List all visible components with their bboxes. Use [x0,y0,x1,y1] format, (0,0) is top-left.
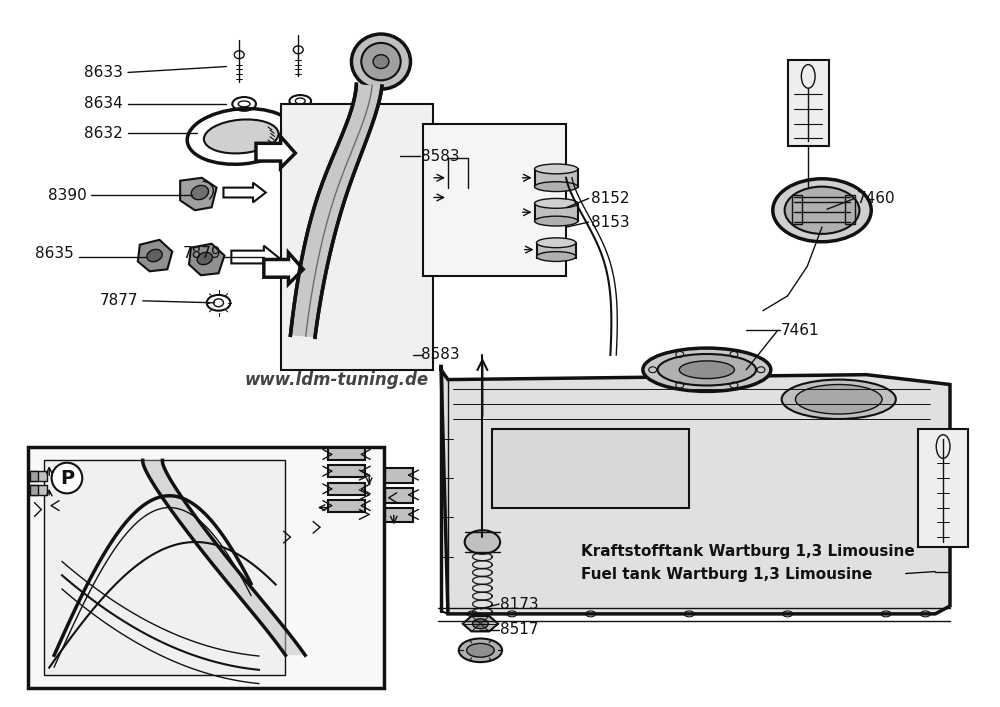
Text: 8390: 8390 [48,188,87,203]
Bar [845,194,855,224]
Ellipse shape [459,638,502,662]
Ellipse shape [537,238,576,247]
Ellipse shape [535,199,578,209]
Polygon shape [44,460,285,675]
Text: 7877: 7877 [99,293,138,308]
Ellipse shape [679,361,734,379]
Text: 8152: 8152 [591,191,629,206]
Text: Kraftstofftank Wartburg 1,3 Limousine: Kraftstofftank Wartburg 1,3 Limousine [581,544,915,559]
Polygon shape [290,84,382,337]
Text: 8632: 8632 [84,126,123,141]
Text: 7461: 7461 [781,323,819,338]
Ellipse shape [773,179,871,242]
Ellipse shape [658,354,756,385]
Bar [792,194,802,224]
Bar [364,488,413,503]
Bar [30,485,38,495]
Text: 8583: 8583 [421,347,460,363]
Polygon shape [290,84,382,337]
Ellipse shape [535,182,578,192]
Ellipse shape [535,164,578,174]
Polygon shape [441,365,950,614]
Bar [537,243,576,257]
Ellipse shape [147,250,162,262]
Ellipse shape [785,187,859,234]
Polygon shape [281,104,433,370]
Polygon shape [463,616,498,631]
Ellipse shape [465,530,500,554]
Ellipse shape [361,43,401,81]
Bar [918,429,968,547]
Polygon shape [256,136,295,168]
Ellipse shape [473,619,488,629]
Text: 7879: 7879 [183,246,222,261]
Bar [30,471,38,481]
Text: 8633: 8633 [84,65,123,80]
Ellipse shape [373,54,389,69]
Bar [328,448,365,460]
Ellipse shape [204,119,278,153]
Polygon shape [231,246,279,269]
Bar [30,471,47,481]
Text: 8173: 8173 [500,597,539,612]
Bar [28,447,384,688]
Text: 7460: 7460 [856,191,895,206]
Text: Fuel tank Wartburg 1,3 Limousine: Fuel tank Wartburg 1,3 Limousine [581,567,872,582]
Bar [328,465,365,477]
Ellipse shape [197,252,212,264]
Ellipse shape [191,185,208,199]
Text: P: P [60,469,74,488]
Bar [364,468,413,483]
Ellipse shape [535,216,578,226]
Text: 8517: 8517 [500,622,539,637]
Polygon shape [180,177,217,210]
Polygon shape [138,240,172,271]
Bar [30,485,47,495]
Text: 8634: 8634 [84,96,123,112]
Bar [788,59,829,146]
Ellipse shape [351,34,411,89]
Text: www.ldm-tuning.de: www.ldm-tuning.de [244,370,428,389]
Bar [535,204,578,221]
Bar [535,169,578,187]
Bar [423,124,566,276]
Bar [328,483,365,495]
Ellipse shape [467,643,494,658]
Ellipse shape [782,380,896,419]
Polygon shape [223,182,266,202]
Polygon shape [189,244,224,275]
Polygon shape [143,460,305,655]
Text: 8583: 8583 [421,148,460,163]
Text: 8635: 8635 [35,246,74,261]
Bar [328,500,365,511]
Bar [364,508,413,522]
Bar [492,429,689,508]
Text: 8153: 8153 [591,215,629,230]
Ellipse shape [537,252,576,262]
Polygon shape [264,252,303,284]
Ellipse shape [795,385,882,414]
Ellipse shape [643,348,771,392]
